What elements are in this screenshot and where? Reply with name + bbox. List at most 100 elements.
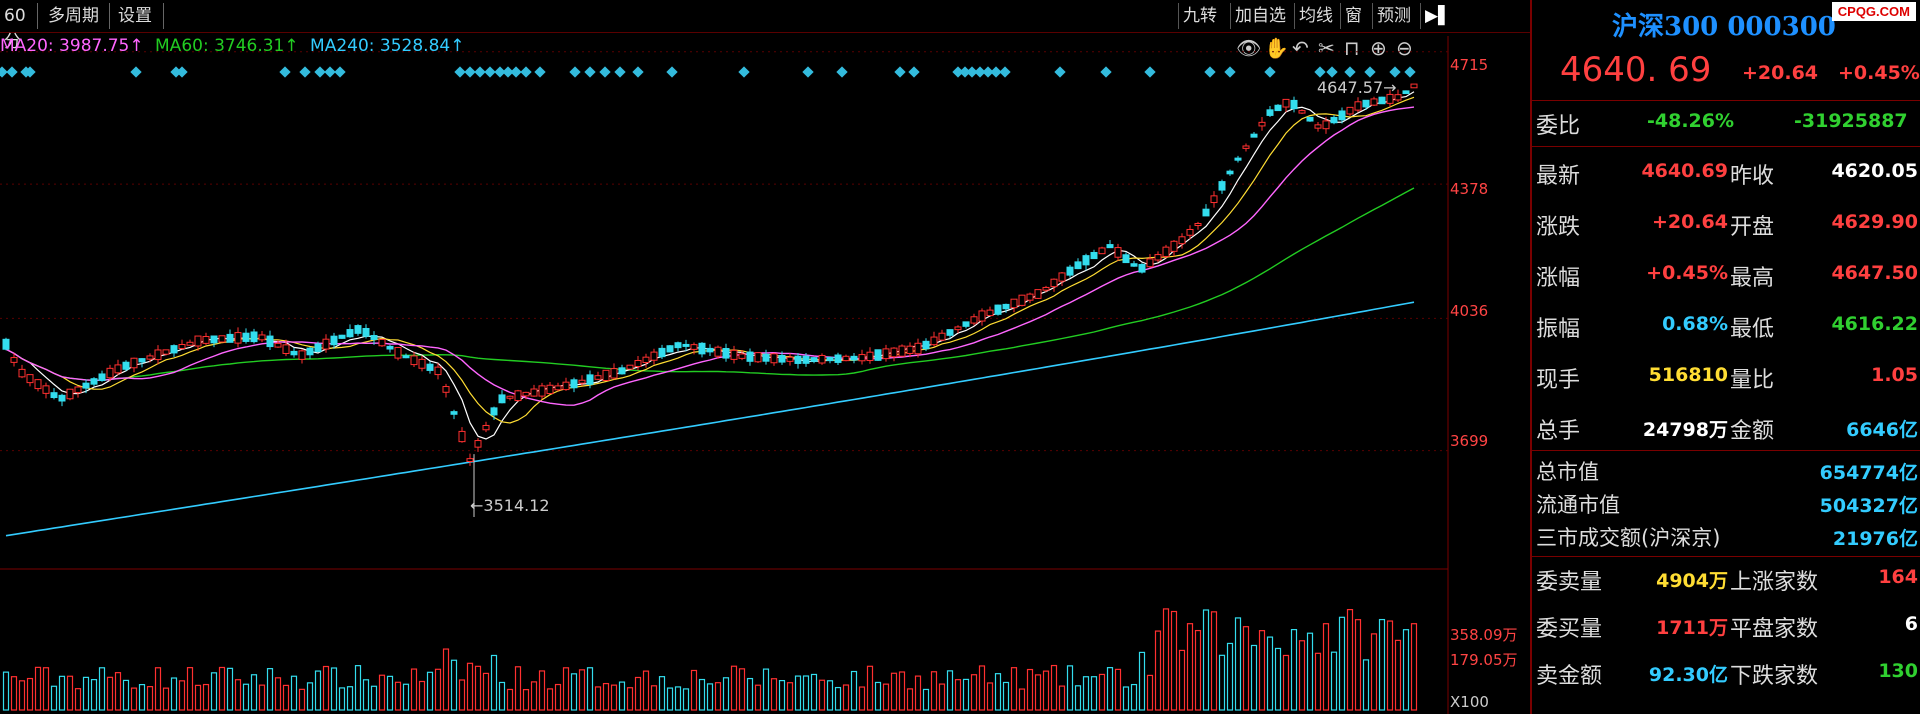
signal-marker [1144,66,1156,78]
candle-body [578,379,586,384]
volume-bar [666,687,674,711]
volume-bar [1138,651,1146,711]
volume-bar [1002,681,1010,711]
signal-marker [584,66,596,78]
quote-label: 振幅 [1536,317,1581,342]
undo-icon[interactable]: ↶ [1292,36,1309,60]
signal-marker [1224,66,1236,78]
candle-body [186,341,194,346]
volume-bar [530,681,538,711]
zoom-out-icon[interactable]: ⊖ [1396,36,1413,60]
volume-bar [778,679,786,711]
zoom-in-icon[interactable]: ⊕ [1370,36,1387,60]
volume-bar [242,683,250,711]
volume-bar [762,668,770,711]
forecast-button[interactable]: 预测 [1372,3,1418,29]
candle-body [1202,208,1210,217]
candle-body [482,424,490,431]
signal-marker [464,66,476,78]
candle-body [770,353,778,364]
quote-panel: 沪深300 000300 CPQG.COM 4640. 69 +20.64 +0… [1530,0,1920,714]
volume-bar [82,676,90,711]
quote-label: 最低 [1730,317,1775,342]
multi-period-button[interactable]: 多周期 [44,3,110,29]
signal-marker [279,66,291,78]
candle-body [506,395,514,399]
candle-body [74,386,82,394]
volume-bar [1186,623,1194,711]
hand-icon[interactable]: ✋ [1264,36,1289,60]
volume-bar [34,666,42,711]
divider [1532,100,1920,101]
candle-body [122,361,130,370]
period-button[interactable]: 60分 [0,3,38,52]
ma-button[interactable]: 均线 [1294,3,1338,29]
volume-bar [1154,630,1162,711]
scissors-icon[interactable]: ✂ [1318,36,1335,60]
collapse-panel-icon[interactable]: ▶▌ [1420,3,1452,29]
volume-bar [106,676,114,711]
volume-bar [1330,651,1338,711]
candle-body [1002,303,1010,310]
volume-bar [226,667,234,711]
volume-bar [706,683,714,711]
candle-body [1330,116,1338,124]
candle-body [474,440,482,448]
volume-bar [578,669,586,711]
volume-bar [1010,667,1018,711]
candle-body [1322,120,1330,130]
volume-bar [794,675,802,711]
volume-bar [1338,616,1346,711]
volume-unit: X100 [1450,693,1489,711]
signal-marker [130,66,142,78]
volume-bar [970,674,978,711]
candle-body [1258,121,1266,127]
signal-marker [1326,66,1338,78]
candle-body [330,335,338,346]
lock-icon[interactable]: ⊓ [1344,36,1360,60]
volume-bar [1306,632,1314,711]
quote-label: 涨幅 [1536,266,1581,291]
volume-tick-2: 179.05万 [1450,651,1518,669]
window-button[interactable]: 窗 [1340,3,1370,29]
candle-body [154,349,162,361]
volume-bar [466,662,474,711]
quote-label: 现手 [1536,368,1581,393]
candle-body [258,334,266,341]
quote-value: 4647.50 [1831,262,1918,284]
candle-body [210,335,218,344]
candle-body [1026,293,1034,301]
volume-bar [930,671,938,711]
volume-bar [746,677,754,711]
candle-body [130,357,138,369]
volume-bar [1018,688,1026,711]
candle-body [66,388,74,400]
candle-body [1362,99,1370,108]
quote-value: 0.68% [1662,313,1728,335]
settings-button[interactable]: 设置 [114,3,164,29]
volume-bar [114,672,122,711]
candle-body [1066,266,1074,276]
add-favorite-button[interactable]: 加自选 [1230,3,1292,29]
volume-bar [1082,676,1090,711]
candle-body [346,329,354,338]
candle-body [370,335,378,340]
signal-marker [894,66,906,78]
candle-body [1074,261,1082,270]
kline-chart-area[interactable]: 60分 多周期 设置 九转 加自选 均线 窗 预测 ▶▌ MA20: 3987.… [0,0,1530,714]
candle-body [450,411,458,415]
signal-marker [1314,66,1326,78]
candle-body [194,335,202,347]
divider [1532,556,1920,557]
volume-bar [1274,647,1282,711]
jiuzhuan-button[interactable]: 九转 [1178,3,1228,29]
volume-bar [10,676,18,711]
volume-bar [378,674,386,711]
market-value: 504327亿 [1819,495,1918,517]
volume-bar [402,683,410,711]
candle-body [538,385,546,397]
eye-icon[interactable]: 👁 [1236,36,1262,60]
candle-body [338,334,346,339]
candle-body [658,347,666,358]
candle-body [690,344,698,350]
